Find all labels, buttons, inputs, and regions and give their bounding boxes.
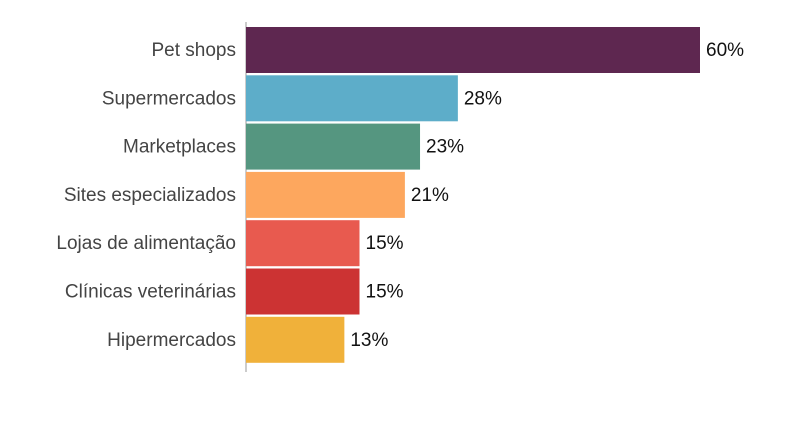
value-label: 15% (366, 282, 404, 303)
category-label: Lojas de alimentação (56, 233, 236, 254)
value-label: 13% (350, 330, 388, 351)
value-label: 15% (366, 233, 404, 254)
bar (246, 171, 405, 218)
category-label: Sites especializados (64, 185, 236, 206)
bar (246, 27, 700, 73)
value-label: 21% (411, 185, 449, 206)
category-label: Marketplaces (123, 137, 236, 158)
category-label: Pet shops (152, 40, 237, 61)
bar (246, 123, 421, 170)
bar (246, 268, 360, 315)
category-label: Hipermercados (107, 330, 236, 351)
value-label: 28% (464, 88, 502, 109)
category-label: Clínicas veterinárias (65, 282, 236, 303)
value-label: 23% (426, 137, 464, 158)
bar (246, 316, 345, 363)
bar (246, 75, 458, 122)
bar (246, 220, 360, 267)
category-label: Supermercados (102, 88, 236, 109)
value-label: 60% (706, 40, 744, 61)
